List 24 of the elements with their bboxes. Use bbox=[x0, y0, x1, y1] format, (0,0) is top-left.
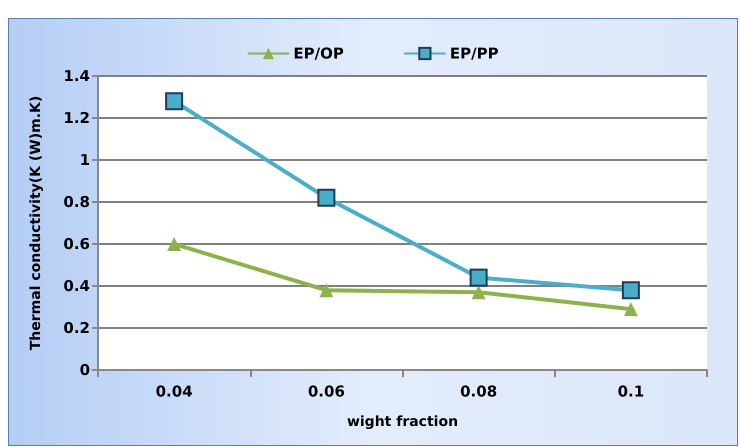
y-tick-label: 0 bbox=[80, 361, 90, 379]
y-axis-title: Thermal conductivity(K (W)m.K) bbox=[28, 96, 44, 350]
legend-label: EP/OP bbox=[293, 44, 344, 62]
point bbox=[317, 188, 336, 207]
x-tick-label: 0.1 bbox=[618, 382, 644, 400]
x-tick-label: 0.06 bbox=[308, 382, 345, 400]
point bbox=[622, 281, 640, 300]
point bbox=[165, 92, 184, 110]
point bbox=[624, 302, 638, 316]
point bbox=[472, 285, 486, 300]
x-tick-label: 0.04 bbox=[156, 382, 193, 400]
y-tick-label: 1.2 bbox=[63, 109, 90, 127]
point bbox=[167, 237, 182, 251]
y-tick-label: 0.2 bbox=[63, 319, 90, 337]
y-tick-label: 0.8 bbox=[63, 193, 90, 211]
point bbox=[319, 283, 334, 298]
point bbox=[470, 268, 488, 287]
y-tick-label: 1 bbox=[80, 151, 90, 169]
x-tick-label: 0.08 bbox=[460, 382, 498, 400]
y-tick-label: 1.4 bbox=[63, 67, 90, 85]
legend-label: EP/PP bbox=[450, 44, 499, 62]
y-tick-label: 0.4 bbox=[63, 277, 90, 295]
y-tick-label: 0.6 bbox=[63, 235, 90, 253]
x-axis-title: wight fraction bbox=[346, 414, 458, 430]
